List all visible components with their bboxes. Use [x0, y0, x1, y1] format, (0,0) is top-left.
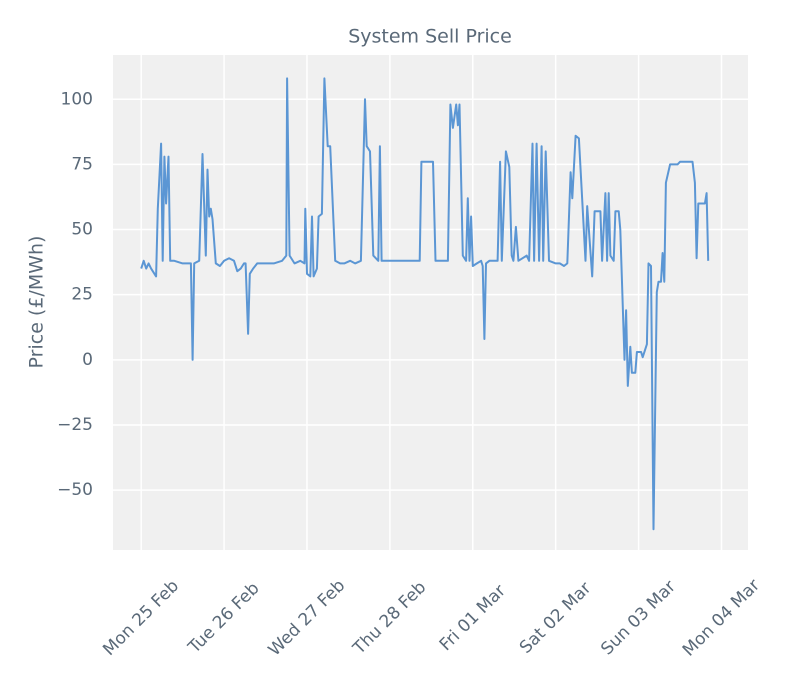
y-tick-label: −25	[57, 415, 93, 435]
x-tick-label: Sat 02 Mar	[516, 578, 595, 657]
chart-title: System Sell Price	[348, 26, 512, 48]
plot-background	[113, 55, 748, 550]
x-tick-label: Fri 01 Mar	[436, 581, 510, 655]
y-tick-label: −50	[57, 480, 93, 500]
x-tick-label: Wed 27 Feb	[265, 576, 350, 661]
y-tick-label: 50	[71, 220, 93, 240]
y-tick-label: 100	[61, 89, 93, 109]
x-tick-label: Thu 28 Feb	[349, 578, 431, 660]
x-tick-label: Tue 26 Feb	[184, 579, 264, 659]
x-tick-label: Mon 25 Feb	[99, 576, 183, 660]
x-tick-label: Sun 03 Mar	[597, 577, 680, 660]
y-tick-label: 25	[71, 285, 93, 305]
x-tick-label: Mon 04 Mar	[679, 575, 764, 660]
data-line	[140, 77, 710, 531]
y-axis-label: Price (£/MWh)	[26, 236, 48, 369]
y-tick-label: 0	[82, 350, 93, 370]
y-tick-label: 75	[71, 154, 93, 174]
